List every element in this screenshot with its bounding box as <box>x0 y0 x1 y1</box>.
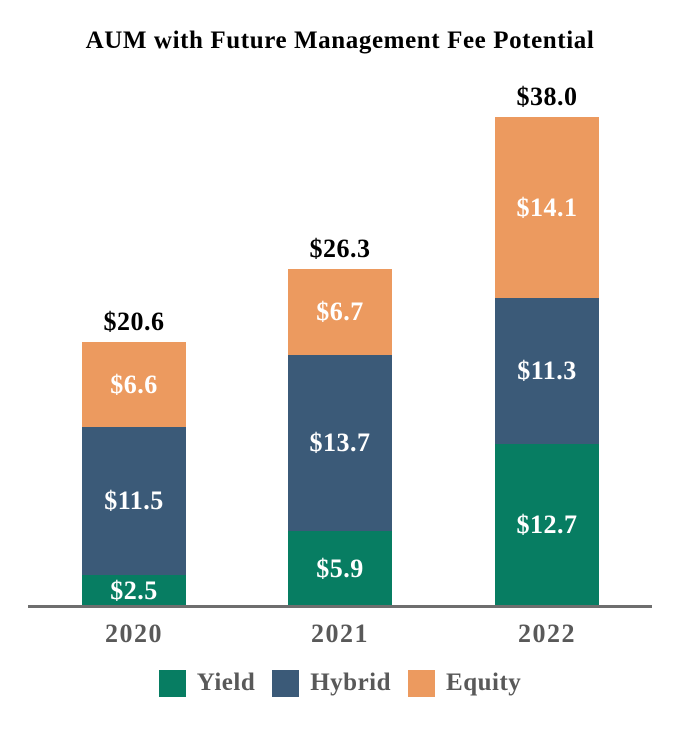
bar-segment-hybrid: $11.5 <box>82 426 186 575</box>
legend-label: Hybrid <box>310 669 392 696</box>
bar-segment-yield: $12.7 <box>495 443 599 607</box>
bar-total-label: $38.0 <box>516 82 578 112</box>
legend-label: Equity <box>446 669 522 696</box>
legend-swatch-hybrid <box>272 669 300 697</box>
segment-value-label: $14.1 <box>516 192 578 222</box>
legend-item-yield: Yield <box>158 669 256 697</box>
segment-value-label: $6.6 <box>110 369 158 399</box>
legend-swatch-equity <box>408 669 436 697</box>
bar-total-label: $26.3 <box>309 233 371 263</box>
bar-segment-yield: $5.9 <box>288 531 392 607</box>
segment-value-label: $6.7 <box>316 296 364 326</box>
x-axis-tick-label: 2022 <box>518 619 576 648</box>
x-axis-line <box>28 605 652 608</box>
chart-title: AUM with Future Management Fee Potential <box>85 27 595 54</box>
bar-segment-hybrid: $13.7 <box>288 354 392 532</box>
segment-value-label: $2.5 <box>110 575 158 605</box>
x-axis-tick-label: 2021 <box>311 619 369 648</box>
legend: Yield Hybrid Equity <box>0 669 680 697</box>
legend-swatch-yield <box>158 669 186 697</box>
bar-segment-yield: $2.5 <box>82 574 186 607</box>
legend-label: Yield <box>196 669 256 696</box>
bar-segment-hybrid: $11.3 <box>495 298 599 444</box>
segment-value-label: $5.9 <box>316 554 364 584</box>
bar-segment-equity: $14.1 <box>495 117 599 299</box>
segment-value-label: $11.3 <box>517 356 577 386</box>
bar-segment-equity: $6.6 <box>82 342 186 427</box>
bar-total-label: $20.6 <box>103 307 165 337</box>
bar-segment-equity: $6.7 <box>288 268 392 355</box>
segment-value-label: $13.7 <box>309 428 371 458</box>
x-axis-tick-label: 2020 <box>105 619 163 648</box>
segment-value-label: $11.5 <box>104 485 164 515</box>
legend-item-equity: Equity <box>408 669 521 697</box>
legend-item-hybrid: Hybrid <box>272 669 391 697</box>
segment-value-label: $12.7 <box>516 510 578 540</box>
